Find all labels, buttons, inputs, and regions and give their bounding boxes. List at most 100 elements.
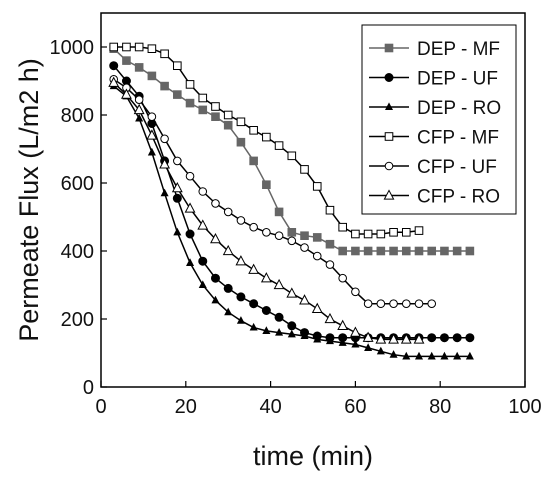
data-point: [453, 351, 462, 360]
data-point: [249, 222, 258, 232]
data-point: [261, 306, 271, 315]
data-point: [236, 216, 246, 225]
series-2: [109, 81, 474, 360]
legend-item: CFP - MF: [369, 128, 499, 149]
data-point: [121, 88, 132, 99]
data-point: [325, 336, 334, 345]
data-point: [427, 351, 436, 360]
legend-item: CFP - RO: [369, 187, 500, 208]
data-point: [401, 228, 411, 237]
legend-marker: [384, 161, 394, 171]
data-point: [300, 243, 309, 252]
legend-marker: [384, 102, 394, 111]
data-point: [147, 147, 156, 156]
data-point: [160, 49, 169, 59]
data-point: [465, 351, 474, 360]
data-point: [122, 56, 131, 65]
data-point: [185, 98, 195, 108]
data-point: [146, 129, 158, 140]
legend-item: DEP - MF: [369, 39, 500, 60]
data-point: [236, 292, 246, 302]
data-point: [389, 228, 398, 237]
data-point: [198, 93, 208, 103]
legend-label: CFP - RO: [417, 187, 500, 208]
data-point: [300, 165, 309, 174]
data-point: [274, 312, 284, 322]
data-point: [440, 246, 449, 256]
data-point: [223, 110, 233, 120]
data-point: [172, 193, 182, 203]
data-point: [223, 207, 233, 217]
data-point: [338, 246, 347, 256]
data-point: [313, 334, 322, 343]
data-point: [363, 299, 373, 309]
data-point: [160, 81, 169, 91]
data-point: [401, 246, 411, 256]
data-point: [186, 258, 195, 266]
legend-label: DEP - MF: [417, 39, 500, 60]
data-point: [388, 333, 399, 344]
legend-marker: [384, 73, 394, 82]
series-0: [109, 44, 475, 256]
data-point: [262, 326, 271, 334]
data-point: [197, 219, 209, 230]
data-point: [171, 181, 183, 193]
data-point: [376, 346, 385, 355]
data-point: [147, 44, 157, 54]
legend-marker: [383, 189, 395, 200]
data-point: [134, 63, 144, 72]
data-point: [400, 333, 412, 344]
series-3: [109, 42, 424, 239]
data-point: [236, 316, 245, 324]
x-tick-label: 40: [259, 396, 281, 418]
data-point: [465, 333, 475, 343]
data-point: [211, 295, 220, 304]
legend-label: CFP - MF: [417, 128, 499, 149]
series-layer: [108, 42, 475, 360]
data-point: [198, 187, 208, 196]
data-point: [427, 299, 437, 309]
data-point: [414, 351, 424, 360]
data-point: [108, 76, 120, 87]
data-point: [236, 137, 246, 147]
data-point: [363, 246, 373, 256]
data-point: [173, 156, 182, 166]
data-point: [299, 294, 310, 305]
data-point: [274, 231, 284, 240]
data-point: [312, 251, 322, 261]
y-axis-label: Permeate Flux (L/m2 h): [14, 58, 44, 342]
data-point: [185, 171, 195, 181]
y-tick-label: 600: [61, 173, 94, 195]
y-tick-label: 800: [61, 105, 94, 127]
data-point: [287, 151, 297, 161]
data-point: [249, 126, 258, 135]
data-point: [236, 117, 246, 127]
data-point: [324, 312, 336, 324]
data-point: [427, 333, 437, 343]
data-point: [375, 333, 387, 344]
data-point: [452, 246, 462, 256]
data-point: [351, 339, 360, 348]
legend-marker: [384, 43, 394, 53]
data-point: [414, 299, 424, 309]
data-point: [311, 302, 323, 313]
data-point: [349, 326, 361, 337]
data-point: [351, 246, 360, 256]
data-point: [287, 329, 296, 338]
data-point: [109, 42, 119, 52]
data-point: [287, 236, 297, 246]
legend-label: DEP - UF: [417, 69, 498, 90]
data-point: [376, 246, 386, 256]
data-point: [413, 333, 425, 344]
data-point: [260, 272, 272, 283]
legend-items: DEP - MF DEP - UF DEP - RO CFP - MF CFP - UF…: [369, 39, 501, 208]
data-point: [249, 299, 259, 309]
data-point: [287, 321, 297, 331]
plot-frame: [100, 12, 526, 388]
data-point: [248, 263, 260, 274]
legend-box: [361, 24, 517, 215]
data-point: [173, 227, 182, 236]
data-point: [286, 287, 298, 298]
